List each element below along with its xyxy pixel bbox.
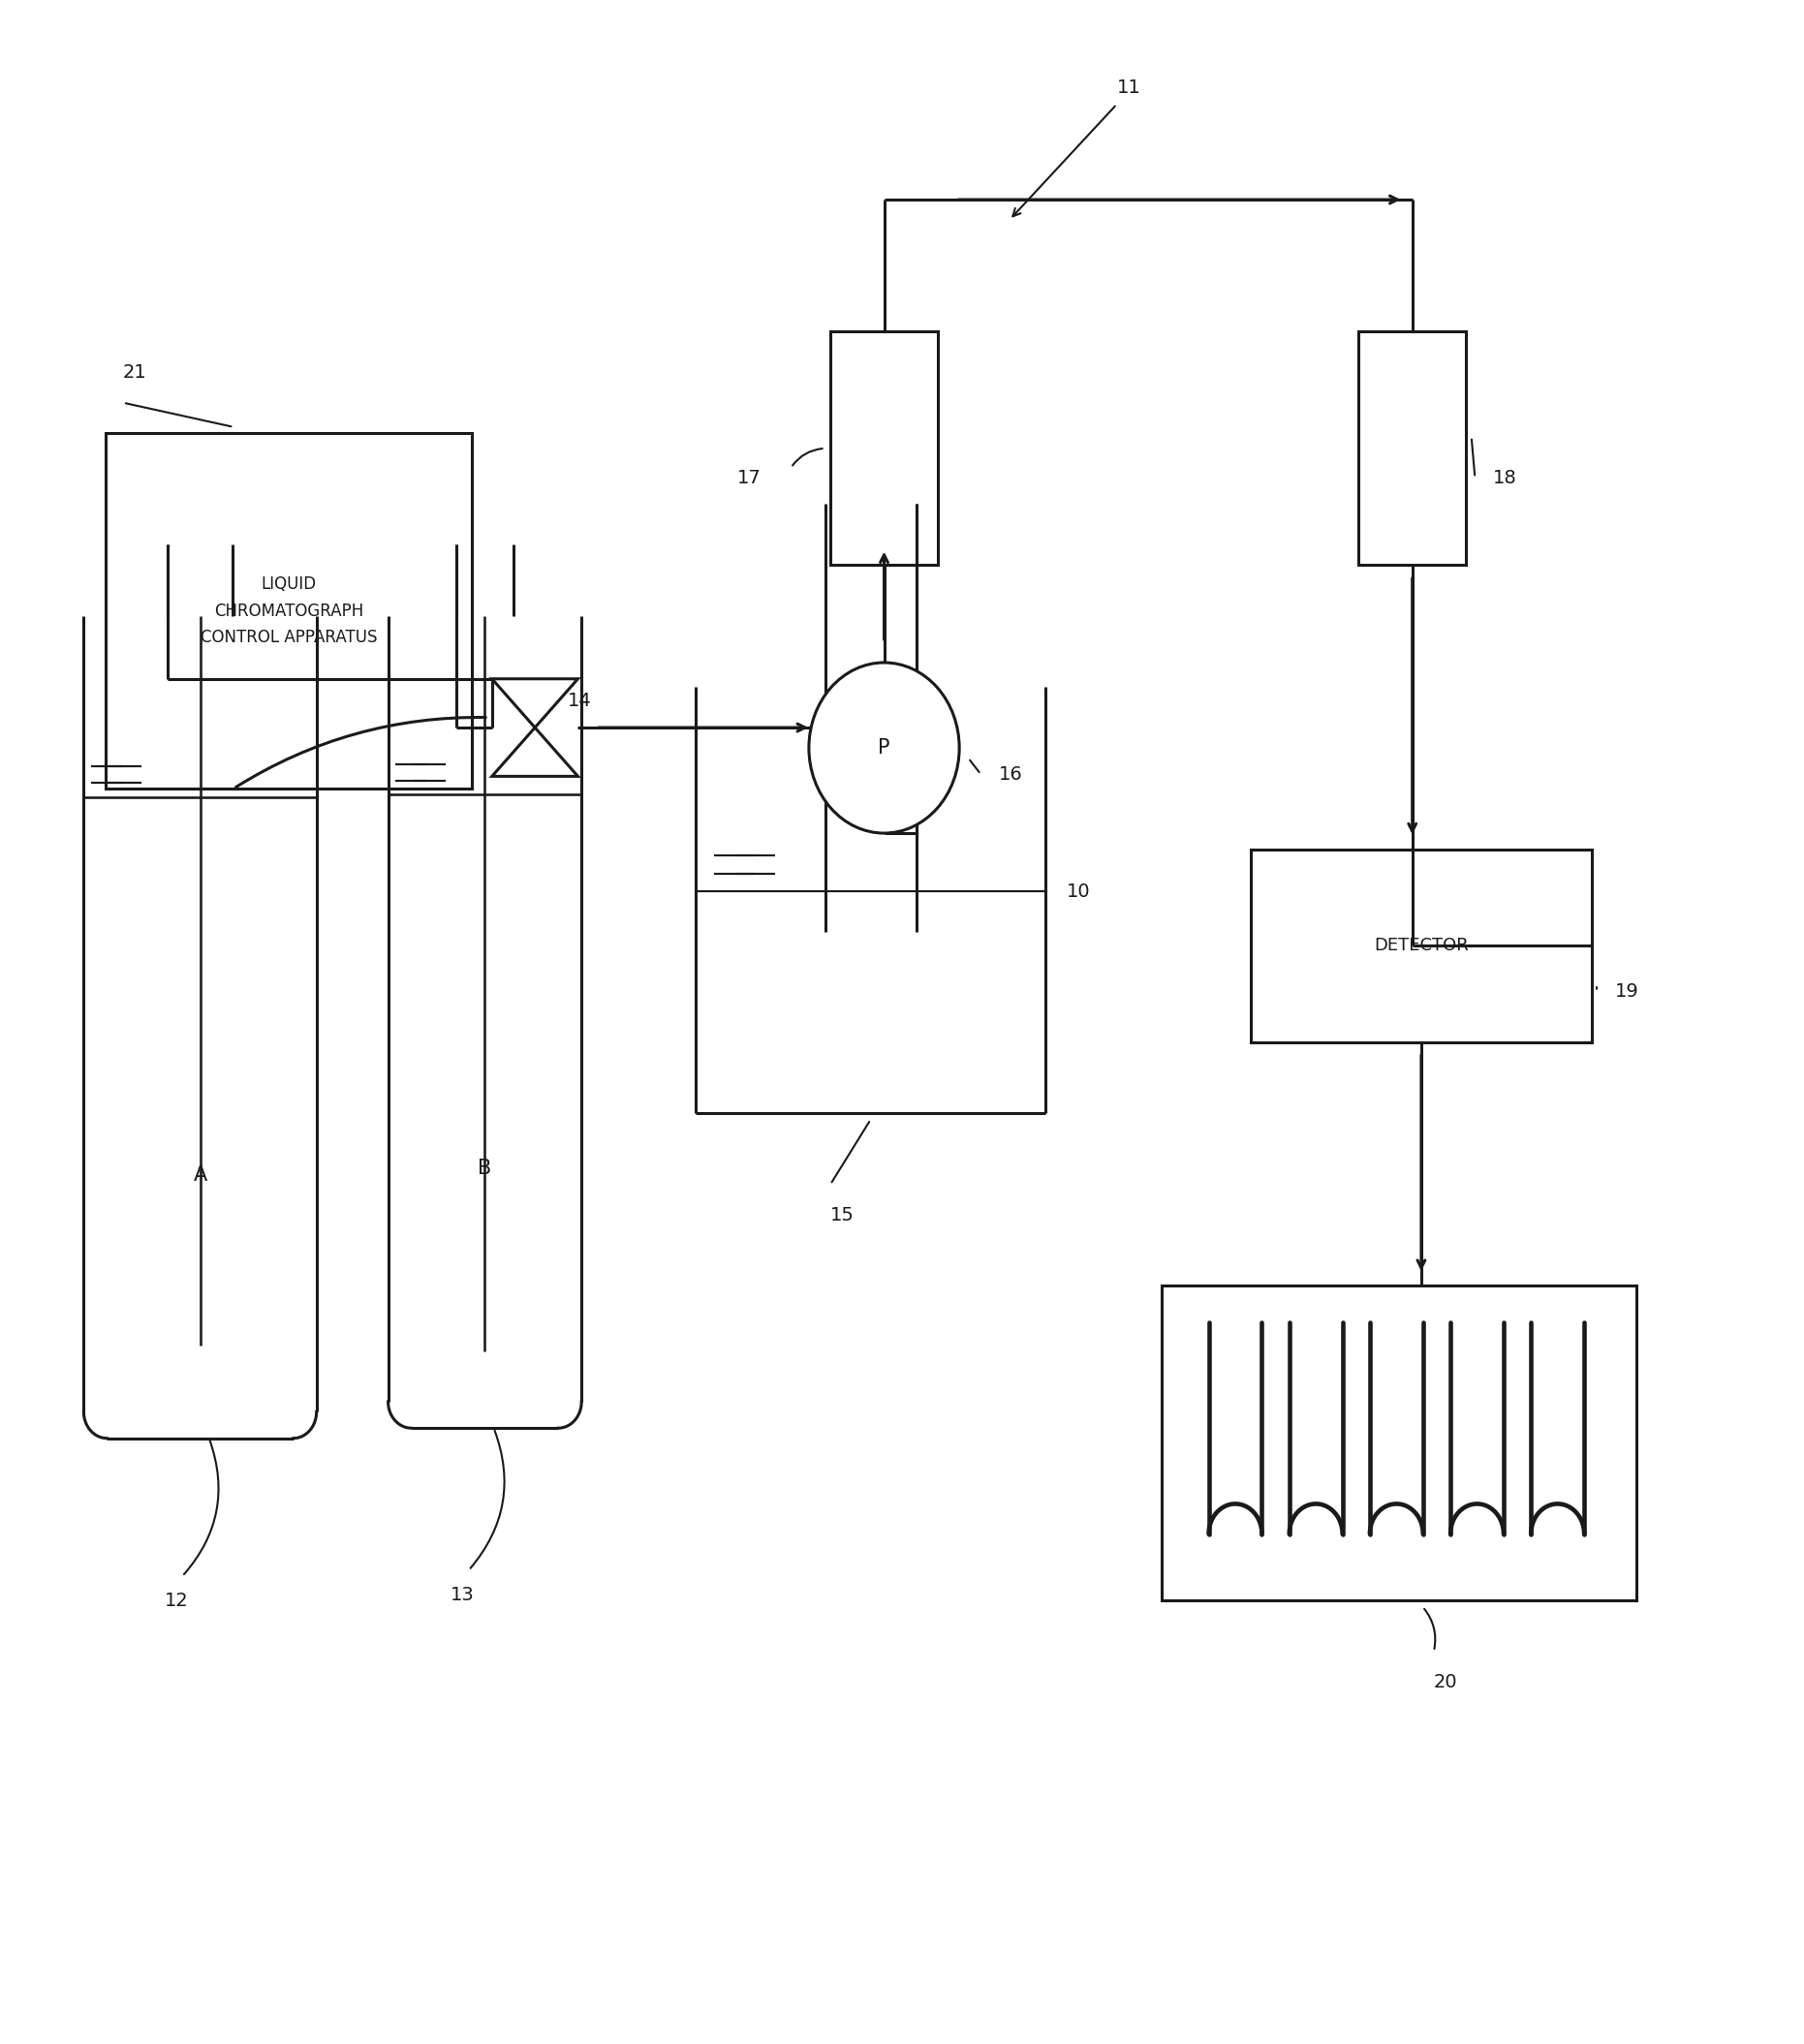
Text: 11: 11 [1117, 80, 1140, 98]
Text: 20: 20 [1434, 1672, 1458, 1690]
Bar [830, 331, 938, 564]
Text: 12: 12 [164, 1592, 188, 1611]
Text: P: P [879, 738, 889, 758]
Text: DETECTOR: DETECTOR [1375, 936, 1468, 955]
Text: 13: 13 [451, 1586, 474, 1605]
Text: 17: 17 [738, 468, 761, 486]
Text: 19: 19 [1615, 983, 1638, 1002]
Circle shape [808, 662, 960, 834]
Text: A: A [193, 1165, 207, 1186]
Text: 14: 14 [566, 693, 592, 711]
Text: B: B [478, 1159, 492, 1177]
Bar [1162, 1286, 1636, 1600]
Text: LIQUID
CHROMATOGRAPH
CONTROL APPARATUS: LIQUID CHROMATOGRAPH CONTROL APPARATUS [200, 574, 377, 646]
Bar [105, 433, 473, 789]
Polygon shape [492, 679, 577, 777]
Text: 21: 21 [123, 364, 148, 382]
Text: 18: 18 [1494, 468, 1517, 486]
Bar [1252, 850, 1591, 1042]
Text: 10: 10 [1066, 883, 1091, 901]
Bar [1358, 331, 1467, 564]
Text: 16: 16 [999, 764, 1023, 783]
Text: 15: 15 [830, 1206, 855, 1224]
